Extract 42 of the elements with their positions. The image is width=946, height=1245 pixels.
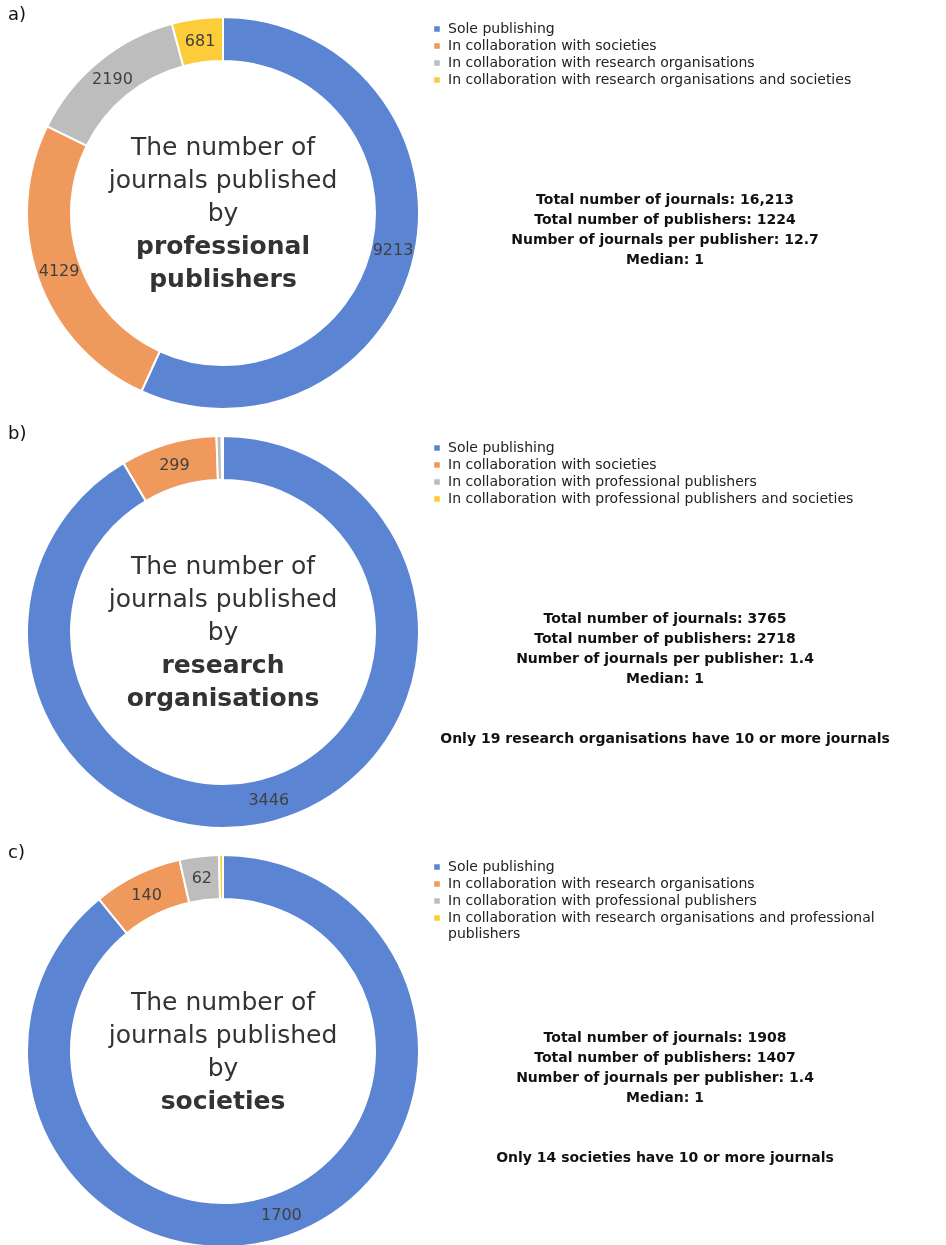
data-label: 62 [191,868,213,888]
text: Total number of journals: 1908 [543,1029,787,1045]
legend-label: In collaboration with professional publishers [448,892,757,908]
legend-label: In collaboration with research organisations and professional publishers [448,909,875,941]
legend-label: In collaboration with societies [448,456,657,472]
legend-label: In collaboration with societies [448,37,657,53]
data-label: 299 [159,454,190,474]
data-label: 9213 [372,240,414,260]
legend-label: In collaboration with professional publishers and societies [448,490,854,506]
text: research organisations [126,650,320,712]
text: professional publishers [136,231,310,293]
text: Number of journals per publisher: 1.4 [516,1069,815,1085]
text: b) [8,422,27,443]
donut-slice [26,435,420,829]
text: Total number of publishers: 2718 [534,630,796,646]
text: Number of journals per publisher: 1.4 [516,650,815,666]
text: Only 14 societies have 10 or more journals [496,1149,834,1165]
data-label: 4129 [38,261,80,281]
text: Total number of publishers: 1407 [534,1049,796,1065]
text: Median: 1 [626,251,704,267]
text: Total number of journals: 16,213 [536,191,794,207]
text: societies [160,1085,286,1115]
text: Total number of journals: 3765 [543,610,787,626]
text: Total number of publishers: 1224 [534,211,797,227]
legend-label: In collaboration with research organisations [448,875,755,891]
text: Only 19 research organisations have 10 or more journals [440,730,890,746]
text: Median: 1 [626,1089,704,1105]
text: a) [8,3,27,24]
legend-label: In collaboration with research organisations and societies [448,71,852,87]
legend-label: In collaboration with professional publishers [448,473,757,489]
data-label: 2190 [92,68,133,88]
legend-label: Sole publishing [448,20,555,36]
text: c) [8,841,25,862]
data-label: 3446 [248,789,290,809]
text: Median: 1 [626,670,704,686]
legend-label: Sole publishing [448,858,555,874]
legend-label: Sole publishing [448,439,555,455]
legend-label: In collaboration with research organisations [448,54,755,70]
data-label: 1700 [261,1204,302,1224]
data-label: 140 [131,884,162,904]
data-label: 681 [184,30,216,50]
text: Number of journals per publisher: 12.7 [511,231,819,247]
